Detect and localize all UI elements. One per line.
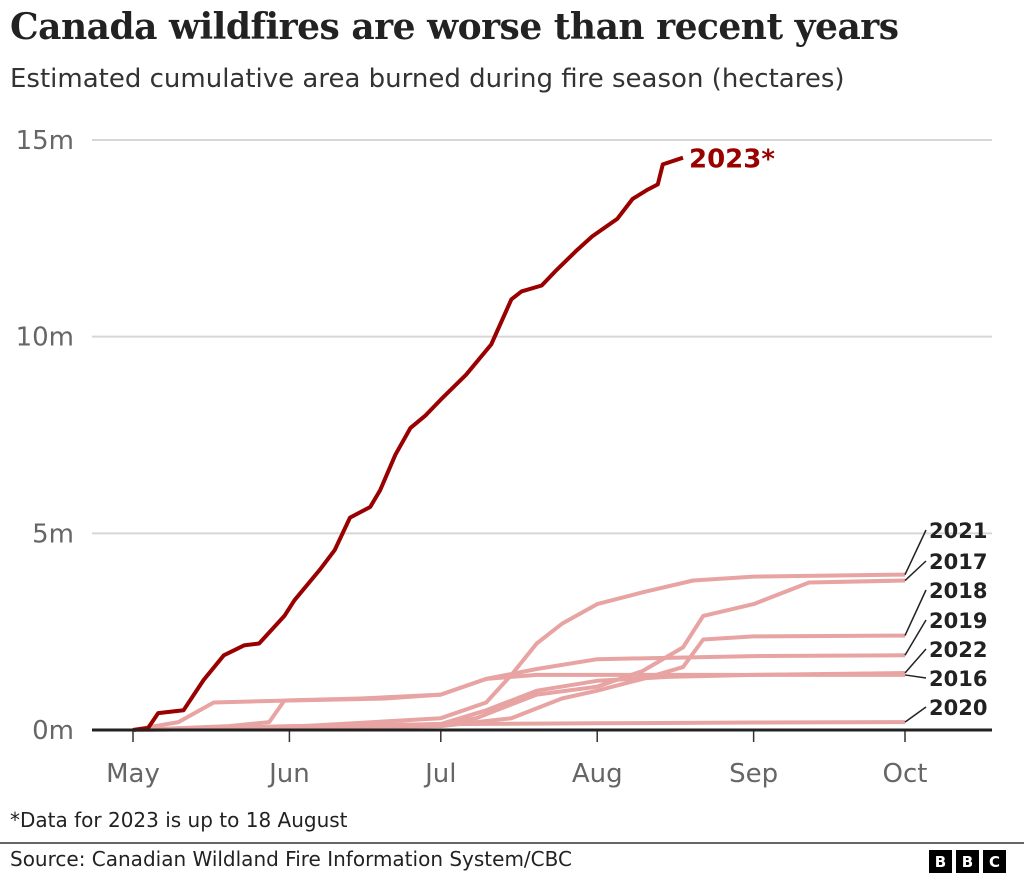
line-chart: 0m 5m 10m 15m May Jun Jul Aug Sep Oct 2021 2017 2018… xyxy=(16,126,992,789)
x-tick-label: May xyxy=(106,759,160,789)
series-line-2016 xyxy=(132,672,905,732)
label-leader xyxy=(904,529,927,575)
chart-subtitle: Estimated cumulative area burned during … xyxy=(10,64,845,94)
series-label: 2017 xyxy=(929,550,987,574)
label-leader xyxy=(904,648,927,674)
footnote: *Data for 2023 is up to 18 August xyxy=(10,808,348,832)
x-tick-label: Oct xyxy=(883,759,928,789)
series-line-2021 xyxy=(132,572,906,732)
y-tick-label: 5m xyxy=(32,519,74,549)
label-leader xyxy=(904,706,927,723)
label-leader xyxy=(904,674,927,679)
y-tick-label: 15m xyxy=(16,126,74,156)
series-label: 2020 xyxy=(929,696,987,720)
x-tick-label: Jun xyxy=(267,759,310,789)
source-text: Source: Canadian Wildland Fire Informati… xyxy=(10,847,572,871)
chart-title: Canada wildfires are worse than recent y… xyxy=(10,6,899,48)
series-label: 2023* xyxy=(689,145,775,175)
series-line-2018 xyxy=(132,633,906,732)
y-tick-label: 0m xyxy=(32,716,74,746)
series-label: 2016 xyxy=(929,667,987,691)
series-line-2023 xyxy=(132,155,684,732)
footer-divider xyxy=(0,842,1024,844)
x-tick-label: Jul xyxy=(423,759,456,789)
x-tick-label: Sep xyxy=(729,759,778,789)
series-label: 2019 xyxy=(929,609,987,633)
label-leader xyxy=(904,619,927,656)
y-tick-label: 10m xyxy=(16,323,74,353)
series-label: 2022 xyxy=(929,638,987,662)
series-line-2020 xyxy=(132,720,906,732)
series-label: 2018 xyxy=(929,579,987,603)
label-leader xyxy=(904,560,927,582)
label-leader xyxy=(904,589,927,636)
series-label: 2021 xyxy=(929,519,987,543)
x-tick-label: Aug xyxy=(572,759,623,789)
